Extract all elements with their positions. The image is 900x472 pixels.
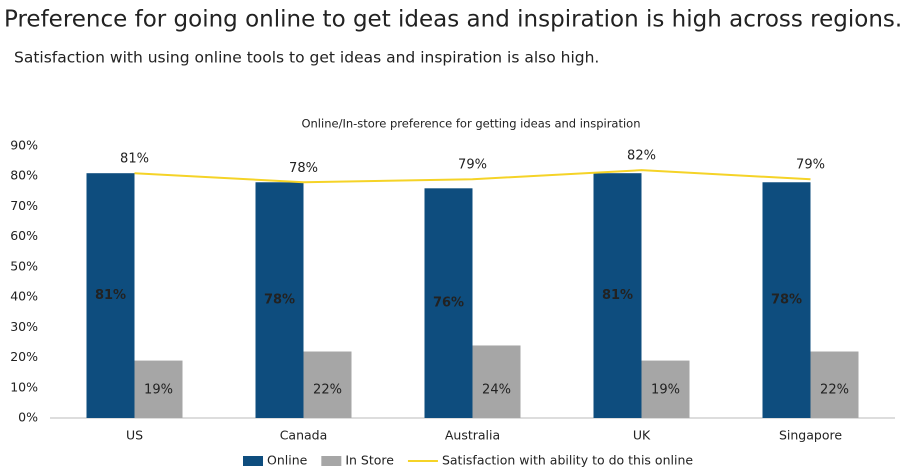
x-tick-label: Australia [445,428,500,443]
bar-value-label: 19% [144,383,173,398]
y-tick-label: 70% [10,198,38,213]
bar-value-label: 78% [771,293,802,308]
y-tick-label: 40% [10,289,38,304]
y-tick-label: 0% [18,410,38,425]
y-tick-label: 30% [10,319,38,334]
bar-value-label: 81% [602,288,633,303]
line-value-label: 79% [796,158,825,173]
line-value-label: 81% [120,152,149,167]
bar-value-label: 19% [651,383,680,398]
legend-label: Satisfaction with ability to do this onl… [442,453,693,468]
bar-value-label: 76% [433,296,464,311]
bar-value-label: 22% [820,383,849,398]
x-tick-label: Canada [280,428,328,443]
bar [86,173,135,418]
y-tick-label: 50% [10,258,38,273]
bar [303,351,352,418]
x-tick-label: US [126,428,143,443]
line-value-label: 79% [458,158,487,173]
bar-value-label: 81% [95,288,126,303]
y-tick-label: 80% [10,168,38,183]
line-value-label: 82% [627,149,656,164]
legend-swatch [321,456,342,466]
bar [255,182,304,418]
bar [593,173,642,418]
bar [472,345,521,418]
legend-label: In Store [345,453,394,468]
page-title: Preference for going online to get ideas… [4,7,900,33]
line [134,169,811,184]
bar [134,360,183,418]
x-tick-label: UK [633,428,651,443]
bar-value-label: 78% [264,293,295,308]
y-tick-label: 90% [10,138,38,153]
line-value-label: 78% [289,161,318,176]
legend-label: Online [267,453,308,468]
y-tick-label: 20% [10,349,38,364]
bar [424,188,473,418]
y-tick-label: 10% [10,379,38,394]
y-tick-label: 60% [10,228,38,243]
x-tick-label: Singapore [779,428,842,443]
bar [641,360,690,418]
bar [762,182,811,418]
subtitle: Satisfaction with using online tools to … [14,49,599,67]
chart-title: Online/In-store preference for getting i… [301,117,640,131]
bar-value-label: 24% [482,383,511,398]
legend-swatch [243,456,263,466]
bar [810,351,859,418]
bar-value-label: 22% [313,383,342,398]
